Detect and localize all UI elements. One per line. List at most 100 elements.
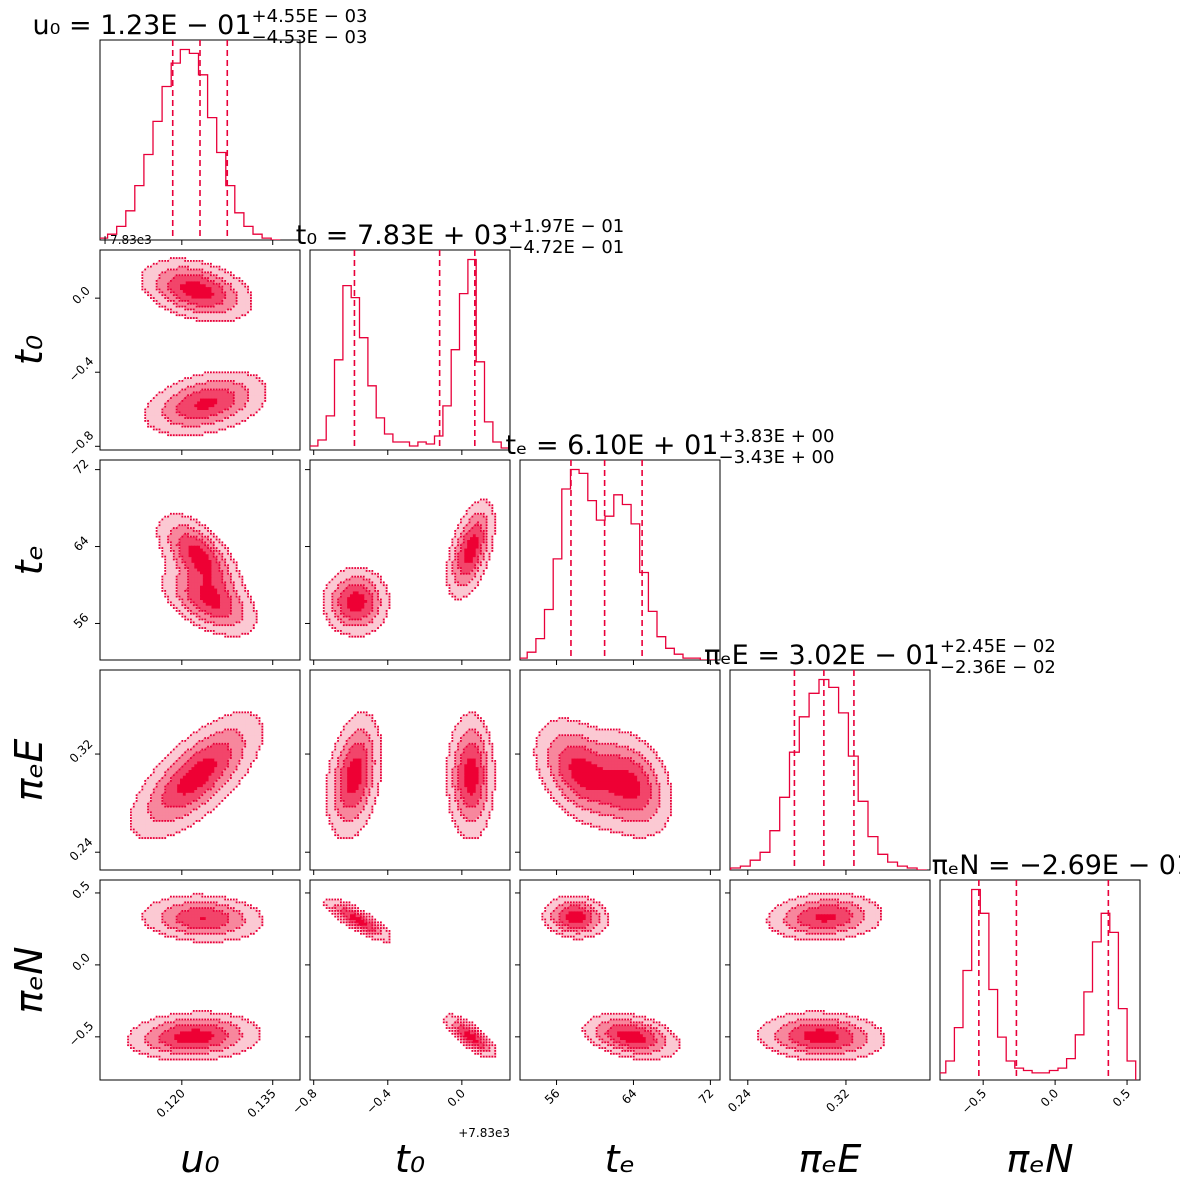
ticks-tE-piE_E bbox=[515, 753, 711, 875]
contour-panel-u0-piE_E bbox=[99, 669, 301, 871]
panels-layer bbox=[95, 39, 1141, 1085]
hist-panel-piE_N bbox=[939, 879, 1141, 1081]
ticks-u0-piE_N bbox=[95, 892, 274, 1085]
contour-lines-u0-tE bbox=[155, 512, 258, 638]
y-axis-label-t0: t₀ bbox=[7, 335, 51, 365]
contour-lines-t0-piE_N bbox=[322, 898, 497, 1058]
hist-line-piE_E bbox=[730, 678, 927, 870]
contour-fill-tE-piE_E bbox=[534, 718, 673, 840]
title-main-piE_E: πₑE = 3.02E − 01 bbox=[704, 640, 940, 671]
contour-lines-u0-t0 bbox=[141, 257, 267, 437]
contour-lines-t0-piE_E bbox=[325, 711, 497, 839]
hist-line-u0 bbox=[100, 48, 281, 240]
xtick-label-u0-0: 0.120 bbox=[154, 1086, 188, 1120]
contour-lines-piE_E-piE_N bbox=[757, 892, 885, 1061]
contour-frame-t0-tE bbox=[309, 459, 511, 661]
xtick-label-tE-2: 72 bbox=[696, 1086, 717, 1107]
hist-frame-tE bbox=[519, 459, 721, 661]
y-axis-label-piE_N: πₑN bbox=[7, 946, 51, 1013]
contour-fill-t0-piE_N bbox=[324, 900, 497, 1058]
title-tE: tₑ = 6.10E + 01+3.83E + 00 bbox=[506, 426, 835, 461]
hist-line-piE_N bbox=[940, 888, 1137, 1080]
contour-frame-tE-piE_N bbox=[519, 879, 721, 1081]
x-axis-label-tE: tₑ bbox=[605, 1137, 636, 1180]
ticks-u0-tE bbox=[95, 469, 274, 665]
hist-panel-piE_E bbox=[729, 669, 931, 871]
contour-panel-u0-piE_N bbox=[99, 879, 301, 1081]
ytick-label-piE_N-2: 0.5 bbox=[69, 878, 92, 901]
contour-panel-t0-tE bbox=[309, 459, 511, 661]
title-sub-piE_E: −2.36E − 02 bbox=[940, 657, 1056, 678]
ticks-u0-t0 bbox=[95, 297, 274, 455]
hist-line-tE bbox=[520, 468, 718, 660]
ticks-tE-tE bbox=[556, 660, 711, 665]
contour-frame-tE-piE_E bbox=[519, 669, 721, 871]
ticks-t0-piE_E bbox=[305, 753, 463, 875]
contour-frame-t0-piE_E bbox=[309, 669, 511, 871]
contour-panel-tE-piE_E bbox=[519, 669, 721, 871]
xtick-label-u0-1: 0.135 bbox=[245, 1086, 279, 1120]
contour-frame-piE_E-piE_N bbox=[729, 879, 931, 1081]
ticks-tE-piE_N bbox=[515, 892, 711, 1085]
title-sub-tE: −3.43E + 00 bbox=[719, 447, 835, 468]
title-main-tE: tₑ = 6.10E + 01 bbox=[506, 430, 719, 461]
xtick-label-t0-1: −0.4 bbox=[363, 1086, 394, 1117]
title-sub-t0: −4.72E − 01 bbox=[508, 237, 624, 258]
title-main-u0: u₀ = 1.23E − 01 bbox=[32, 10, 251, 41]
ytick-label-t0-1: −0.4 bbox=[66, 354, 97, 385]
ticks-t0-tE bbox=[305, 469, 463, 665]
contour-frame-u0-piE_E bbox=[99, 669, 301, 871]
ticks-piE_E-piE_E bbox=[747, 870, 847, 875]
xtick-label-piE_E-0: 0.24 bbox=[725, 1086, 754, 1115]
contour-panel-tE-piE_N bbox=[519, 879, 721, 1081]
titles-layer: u₀ = 1.23E − 01+4.55E − 03−4.53E − 03 t₀ … bbox=[32, 6, 1180, 881]
title-main-piE_N: πₑN = −2.69E − 01 bbox=[932, 850, 1180, 881]
title-main-t0: t₀ = 7.83E + 03 bbox=[296, 220, 509, 251]
y-axis-label-tE: tₑ bbox=[7, 545, 51, 576]
contour-frame-u0-t0 bbox=[99, 249, 301, 451]
x-axis-label-t0: t₀ bbox=[395, 1137, 425, 1180]
ticks-t0-piE_N bbox=[305, 892, 463, 1085]
title-sup-t0: +1.97E − 01 bbox=[508, 216, 624, 237]
title-sup-piE_E: +2.45E − 02 bbox=[940, 636, 1056, 657]
title-piE_N: πₑN = −2.69E − 01+6.29 bbox=[932, 846, 1180, 881]
hist-frame-t0 bbox=[309, 249, 511, 451]
title-t0: t₀ = 7.83E + 03+1.97E − 01 bbox=[296, 216, 625, 251]
x-axis-label-u0: u₀ bbox=[180, 1137, 219, 1180]
hist-line-t0 bbox=[310, 258, 510, 450]
contour-panel-t0-piE_N bbox=[309, 879, 511, 1081]
ytick-label-t0-2: 0.0 bbox=[69, 284, 92, 307]
ytick-label-piE_N-1: 0.0 bbox=[69, 950, 92, 973]
ticks-u0-piE_E bbox=[95, 753, 274, 875]
xtick-label-piE_N-2: 0.5 bbox=[1110, 1086, 1133, 1109]
contour-panel-t0-piE_E bbox=[309, 669, 511, 871]
hist-panel-tE bbox=[519, 459, 721, 661]
contour-frame-u0-tE bbox=[99, 459, 301, 661]
contour-panel-piE_E-piE_N bbox=[729, 879, 931, 1081]
ytick-label-piE_N-0: −0.5 bbox=[66, 1019, 97, 1050]
contour-fill-u0-t0 bbox=[142, 258, 267, 437]
title-sup-u0: +4.55E − 03 bbox=[252, 6, 368, 27]
ytick-label-tE-0: 56 bbox=[71, 610, 92, 631]
ticks-t0-t0 bbox=[313, 450, 463, 455]
ytick-label-tE-2: 72 bbox=[71, 456, 92, 477]
hist-panel-t0 bbox=[309, 249, 511, 451]
contour-frame-u0-piE_N bbox=[99, 879, 301, 1081]
ytick-label-piE_E-1: 0.32 bbox=[67, 737, 96, 766]
contour-panel-u0-t0 bbox=[99, 249, 301, 451]
ytick-label-piE_E-0: 0.24 bbox=[67, 835, 96, 864]
xtick-label-t0-0: −0.8 bbox=[289, 1086, 320, 1117]
title-sub-u0: −4.53E − 03 bbox=[252, 27, 368, 48]
x-offset-label-t0: +7.83e3 bbox=[458, 1126, 510, 1140]
xtick-label-piE_N-1: 0.0 bbox=[1038, 1086, 1061, 1109]
hist-frame-piE_E bbox=[729, 669, 931, 871]
y-axis-label-piE_E: πₑE bbox=[7, 739, 51, 802]
title-u0: u₀ = 1.23E − 01+4.55E − 03 bbox=[32, 6, 367, 41]
contour-frame-t0-piE_N bbox=[309, 879, 511, 1081]
contour-lines-t0-tE bbox=[322, 498, 497, 638]
ticks-piE_N-piE_N bbox=[982, 1080, 1128, 1085]
ytick-label-t0-0: −0.8 bbox=[66, 428, 97, 459]
ticks-piE_E-piE_N bbox=[725, 892, 847, 1085]
contour-fill-piE_E-piE_N bbox=[758, 894, 885, 1061]
